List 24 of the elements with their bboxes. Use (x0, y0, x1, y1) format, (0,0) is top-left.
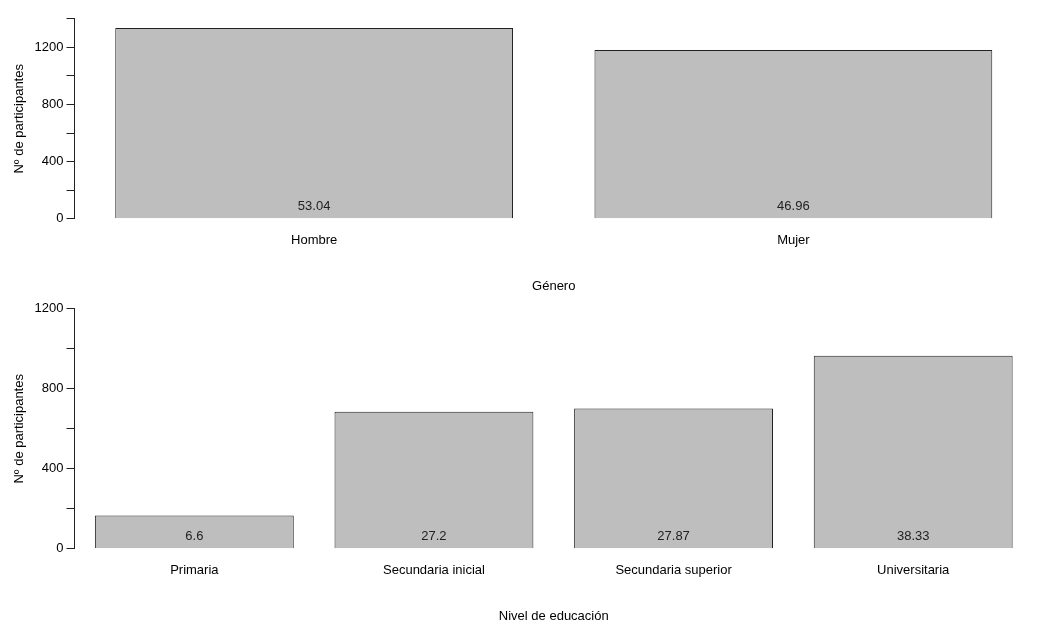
x-tick-label: Secundaria superior (615, 562, 733, 578)
y-tick-label: 1200 (34, 300, 64, 316)
x-tick-label: Hombre (291, 232, 338, 248)
y-tick-label: 400 (41, 153, 64, 169)
annotation: 27.87 (657, 527, 690, 543)
x-tick-label: Mujer (777, 232, 811, 248)
y-tick-label: 800 (41, 380, 64, 396)
y-tick-label: 400 (41, 460, 64, 476)
x-tick-label: Primaria (170, 562, 220, 578)
x-axis-title: Nivel de educación (498, 607, 609, 623)
annotation: 6.6 (185, 527, 204, 543)
y-tick-label: 1200 (34, 38, 64, 54)
annotation: 53.04 (297, 197, 331, 213)
y-tick-label: 0 (56, 210, 64, 226)
annotation: 38.33 (896, 527, 930, 543)
y-axis-title: Nº de participantes (11, 63, 27, 174)
x-tick-label: Universitaria (877, 562, 951, 578)
annotation: 27.2 (421, 527, 447, 543)
y-tick-label: 0 (56, 540, 64, 556)
y-axis-title: Nº de participantes (11, 373, 27, 484)
annotation: 46.96 (777, 197, 810, 213)
x-tick-label: Secundaria inicial (383, 562, 485, 578)
x-axis-title: Género (532, 277, 576, 293)
y-tick-label: 800 (41, 96, 64, 112)
